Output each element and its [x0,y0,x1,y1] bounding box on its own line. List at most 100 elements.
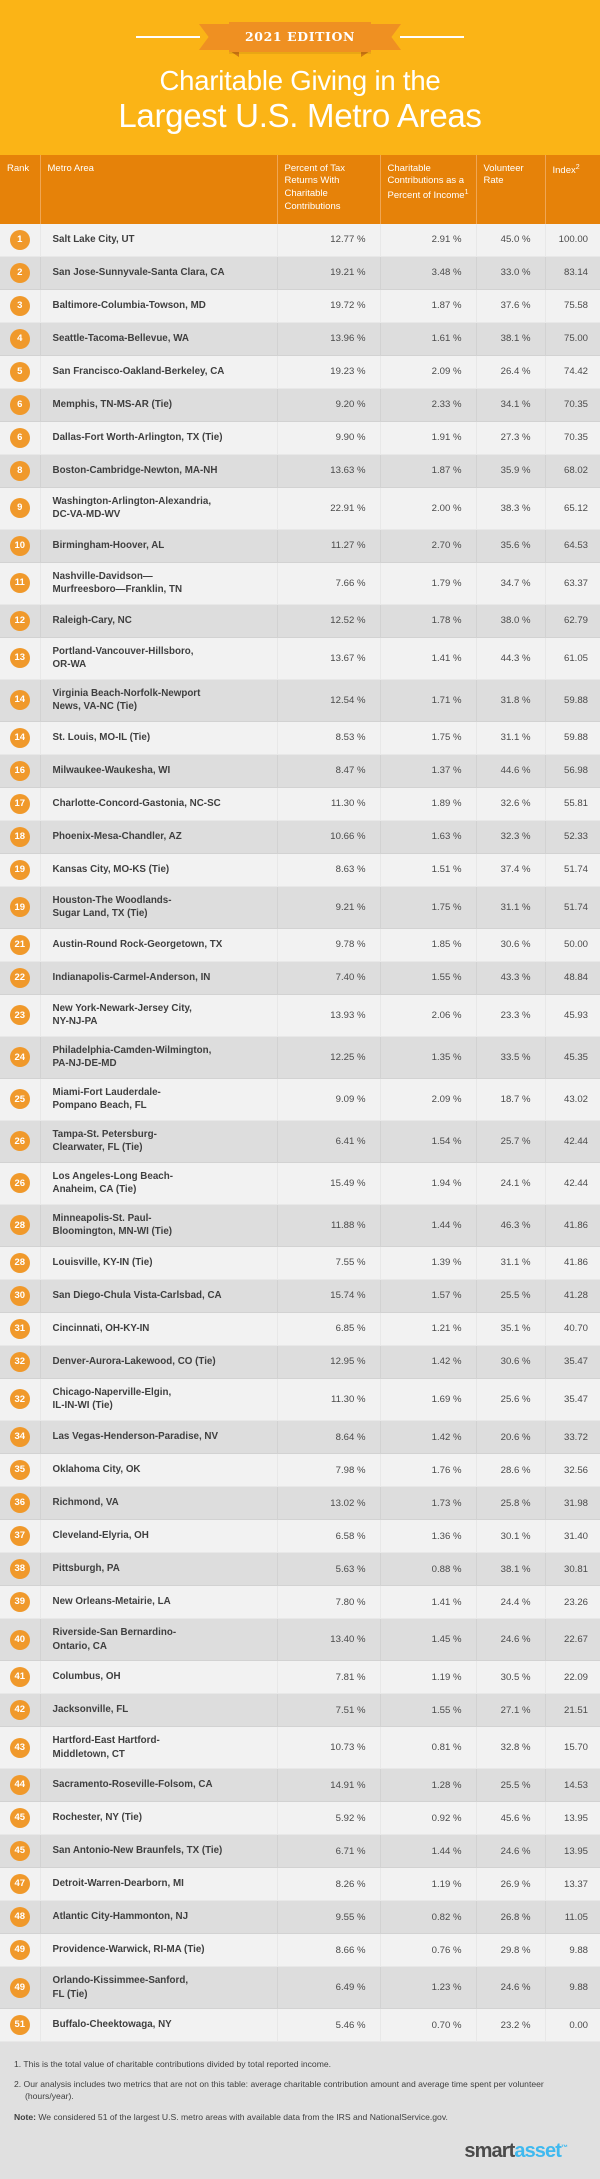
cell-percent-tax-returns: 6.71 % [277,1834,381,1869]
cell-index: 0.00 [545,2008,600,2043]
cell-metro: Denver-Aurora-Lakewood, CO (Tie) [40,1345,278,1379]
cell-contributions-percent-income: 1.23 % [380,1966,477,2010]
rank-badge: 4 [9,328,30,349]
cell-rank: 43 [0,1726,41,1770]
table-row: 10 Birmingham-Hoover, AL 11.27 % 2.70 % 35.6… [0,529,600,563]
cell-metro: Philadelphia-Camden-Wilmington, PA-NJ-DE… [40,1036,278,1079]
cell-rank: 1 [0,223,41,257]
cell-rank: 3 [0,289,41,323]
ribbon-tail-right [369,24,402,50]
column-header-index: Index2 [545,154,600,224]
cell-index: 61.05 [545,637,600,680]
cell-percent-tax-returns: 12.95 % [277,1345,381,1379]
cell-rank: 6 [0,388,41,422]
column-header-percent-tax-returns: Percent of Tax Returns With Charitable C… [277,154,381,224]
cell-percent-tax-returns: 11.30 % [277,787,381,821]
cell-volunteer-rate: 44.3 % [476,637,546,680]
column-header-rank: Rank [0,154,41,224]
ribbon-fold-right [361,51,371,57]
cell-volunteer-rate: 23.3 % [476,994,546,1037]
smartasset-logo[interactable]: smartasset™ [464,2141,568,2161]
logo-text-asset: asset [514,2139,562,2162]
cell-percent-tax-returns: 7.55 % [277,1246,381,1280]
cell-rank: 30 [0,1279,41,1313]
cell-percent-tax-returns: 12.54 % [277,679,381,722]
table-row: 26 Tampa-St. Petersburg- Clearwater, FL (… [0,1120,600,1163]
rank-badge: 6 [9,427,30,448]
cell-metro: Milwaukee-Waukesha, WI [40,754,278,788]
edition-ribbon: 2021 EDITION [0,22,600,57]
cell-volunteer-rate: 24.1 % [476,1162,546,1205]
cell-volunteer-rate: 34.1 % [476,388,546,422]
cell-index: 64.53 [545,529,600,563]
cell-volunteer-rate: 26.4 % [476,355,546,389]
cell-contributions-percent-income: 1.45 % [380,1618,477,1662]
cell-volunteer-rate: 20.6 % [476,1420,546,1454]
rank-badge: 2 [9,262,30,283]
table-row: 30 San Diego-Chula Vista-Carlsbad, CA 15.7… [0,1279,600,1313]
cell-index: 33.72 [545,1420,600,1454]
table-row: 43 Hartford-East Hartford- Middletown, CT… [0,1726,600,1770]
cell-contributions-percent-income: 1.87 % [380,454,477,488]
cell-metro: Providence-Warwick, RI-MA (Tie) [40,1933,278,1968]
cell-index: 40.70 [545,1312,600,1346]
cell-volunteer-rate: 38.3 % [476,487,546,530]
cell-metro: San Jose-Sunnyvale-Santa Clara, CA [40,256,278,290]
cell-contributions-percent-income: 1.19 % [380,1867,477,1902]
rank-badge: 31 [9,1318,30,1339]
ribbon-body: 2021 EDITION [198,22,402,57]
rank-badge: 23 [9,1005,30,1026]
cell-volunteer-rate: 33.0 % [476,256,546,290]
cell-index: 9.88 [545,1966,600,2010]
cell-percent-tax-returns: 19.23 % [277,355,381,389]
cell-rank: 4 [0,322,41,356]
cell-index: 100.00 [545,223,600,257]
cell-metro: San Antonio-New Braunfels, TX (Tie) [40,1834,278,1869]
table-row: 4 Seattle-Tacoma-Bellevue, WA 13.96 % 1.61 … [0,322,600,356]
table-row: 32 Denver-Aurora-Lakewood, CO (Tie) 12.95 … [0,1345,600,1379]
cell-contributions-percent-income: 1.54 % [380,1120,477,1163]
source-note: Note: We considered 51 of the largest U.… [14,2111,586,2123]
cell-percent-tax-returns: 13.02 % [277,1486,381,1520]
cell-rank: 42 [0,1693,41,1728]
cell-index: 13.95 [545,1834,600,1869]
cell-metro: New York-Newark-Jersey City, NY-NJ-PA [40,994,278,1037]
cell-contributions-percent-income: 1.89 % [380,787,477,821]
cell-index: 55.81 [545,787,600,821]
cell-contributions-percent-income: 1.61 % [380,322,477,356]
cell-index: 15.70 [545,1726,600,1770]
cell-contributions-percent-income: 0.82 % [380,1900,477,1935]
cell-contributions-percent-income: 1.63 % [380,820,477,854]
cell-rank: 12 [0,604,41,638]
cell-percent-tax-returns: 10.73 % [277,1726,381,1770]
rank-badge: 24 [9,1047,30,1068]
cell-rank: 45 [0,1801,41,1836]
cell-volunteer-rate: 31.1 % [476,721,546,755]
cell-volunteer-rate: 29.8 % [476,1933,546,1968]
cell-contributions-percent-income: 1.79 % [380,562,477,605]
table-row: 44 Sacramento-Roseville-Folsom, CA 14.91 %… [0,1768,600,1803]
cell-volunteer-rate: 23.2 % [476,2008,546,2043]
cell-percent-tax-returns: 5.46 % [277,2008,381,2043]
cell-contributions-percent-income: 2.09 % [380,355,477,389]
table-header: Rank Metro Area Percent of Tax Returns W… [0,154,600,224]
cell-rank: 51 [0,2008,41,2043]
cell-contributions-percent-income: 1.41 % [380,637,477,680]
cell-rank: 8 [0,454,41,488]
rank-badge: 10 [9,535,30,556]
cell-index: 9.88 [545,1933,600,1968]
cell-volunteer-rate: 24.6 % [476,1834,546,1869]
rank-badge: 51 [9,2015,30,2036]
rank-badge: 42 [9,1700,30,1721]
cell-rank: 6 [0,421,41,455]
cell-volunteer-rate: 30.1 % [476,1519,546,1553]
table-row: 19 Kansas City, MO-KS (Tie) 8.63 % 1.51 % 37… [0,853,600,887]
table-row: 35 Oklahoma City, OK 7.98 % 1.76 % 28.6 % 32.… [0,1453,600,1487]
cell-contributions-percent-income: 1.37 % [380,754,477,788]
cell-percent-tax-returns: 12.25 % [277,1036,381,1079]
table-row: 48 Atlantic City-Hammonton, NJ 9.55 % 0.82 … [0,1900,600,1935]
table-row: 32 Chicago-Naperville-Elgin, IL-IN-WI (Ti… [0,1378,600,1422]
cell-volunteer-rate: 43.3 % [476,961,546,995]
cell-index: 43.02 [545,1078,600,1121]
table-row: 42 Jacksonville, FL 7.51 % 1.55 % 27.1 % 21.5… [0,1693,600,1728]
